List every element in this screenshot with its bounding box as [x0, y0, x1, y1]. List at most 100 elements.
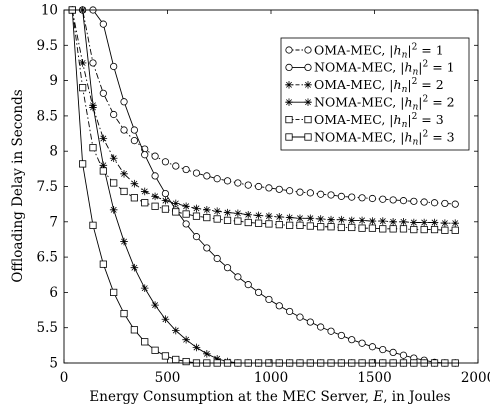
data-point: [337, 192, 345, 200]
y-tick-label: 5: [49, 356, 58, 372]
legend-label: OMA-MEC, |hn|2 = 1: [314, 42, 444, 60]
y-tick-label: 6.5: [37, 250, 58, 266]
data-point: [358, 339, 366, 347]
data-point: [130, 137, 138, 145]
data-point: [378, 217, 387, 225]
legend-marker: [285, 133, 293, 141]
data-point: [151, 152, 159, 160]
y-tick-label: 8: [49, 144, 58, 160]
data-point: [182, 202, 190, 211]
data-point: [316, 215, 325, 223]
x-axis-label-variable: E: [372, 389, 383, 405]
data-point: [120, 126, 128, 134]
data-point: [430, 225, 439, 234]
data-point: [389, 218, 397, 226]
data-point: [430, 199, 439, 207]
data-point: [78, 59, 87, 67]
x-tick-label: 0: [60, 370, 69, 386]
data-point: [296, 221, 304, 229]
tick-layer: 0 500 1000 1500 2000 5 5.5 6 6.5 7 7.5 8 8.5 9 9.5 10: [37, 3, 490, 387]
legend-entry: OMA-MEC, |hn|2 = 1: [285, 42, 444, 60]
data-point: [306, 318, 314, 326]
data-point: [265, 220, 273, 228]
y-tick-label: 7.5: [37, 179, 58, 195]
data-point: [275, 185, 283, 193]
data-point: [244, 281, 252, 289]
data-point: [151, 172, 159, 180]
legend-marker: [304, 46, 312, 54]
data-point: [389, 196, 397, 204]
data-point: [389, 225, 397, 233]
data-point: [130, 263, 139, 272]
legend-marker: [285, 63, 293, 72]
data-point: [151, 192, 159, 201]
data-point: [327, 191, 335, 199]
data-point: [109, 154, 118, 163]
x-axis-label-prefix: Energy Consumption at the MEC Server,: [89, 389, 373, 405]
data-point: [348, 336, 356, 344]
data-point: [99, 134, 108, 143]
data-point: [296, 313, 304, 321]
data-point: [420, 218, 428, 227]
legend-marker: [285, 98, 293, 106]
data-point: [120, 309, 128, 318]
data-point: [410, 218, 418, 227]
data-point: [410, 225, 418, 234]
data-point: [254, 288, 263, 296]
data-point: [161, 205, 170, 213]
data-point: [244, 210, 253, 219]
data-point: [130, 179, 139, 188]
data-point: [203, 172, 211, 180]
y-tick-label: 9.5: [37, 38, 58, 54]
data-point: [306, 189, 314, 197]
legend-label: NOMA-MEC, |hn|2 = 3: [314, 129, 455, 147]
data-point: [79, 84, 87, 92]
series-oma-mec-h2: [68, 6, 460, 228]
x-tick-label: 1500: [357, 370, 391, 386]
data-point: [368, 217, 377, 225]
legend-label: OMA-MEC, |hn|2 = 2: [314, 77, 444, 95]
legend-marker: [304, 63, 312, 72]
data-point: [223, 208, 232, 217]
legend-box: [280, 37, 470, 151]
data-point: [275, 213, 284, 221]
legend-marker: [304, 133, 312, 141]
data-point: [296, 188, 304, 196]
data-point: [110, 179, 118, 187]
data-point: [192, 212, 201, 220]
data-point: [130, 126, 138, 134]
data-point: [171, 199, 180, 208]
data-point: [99, 260, 107, 268]
data-point: [192, 169, 201, 177]
data-point: [120, 169, 128, 178]
data-point: [327, 223, 335, 231]
data-point: [368, 224, 377, 232]
data-point: [265, 212, 273, 220]
data-point: [171, 326, 180, 335]
data-point: [192, 204, 201, 213]
data-point: [223, 264, 232, 272]
legend-label: OMA-MEC, |hn|2 = 3: [314, 112, 444, 130]
data-point: [141, 199, 149, 207]
legend-entry: NOMA-MEC, |hn|2 = 1: [285, 60, 455, 78]
data-point: [368, 343, 377, 351]
y-tick-label: 6: [49, 285, 58, 301]
data-point: [441, 219, 449, 228]
data-point: [182, 357, 190, 366]
data-point: [120, 187, 128, 196]
data-point: [389, 348, 397, 357]
y-tick-label: 10: [41, 3, 58, 19]
data-point: [399, 351, 408, 359]
legend-marker: [285, 116, 293, 124]
legend-marker: [304, 98, 312, 106]
data-point: [203, 350, 211, 358]
legend-label: NOMA-MEC, |hn|2 = 2: [314, 95, 455, 113]
data-point: [151, 202, 159, 210]
data-point: [317, 190, 325, 198]
data-point: [410, 197, 418, 205]
series-oma-mec-h3: [68, 6, 459, 234]
data-point: [379, 225, 387, 233]
data-point: [140, 187, 149, 196]
data-point: [358, 224, 366, 232]
